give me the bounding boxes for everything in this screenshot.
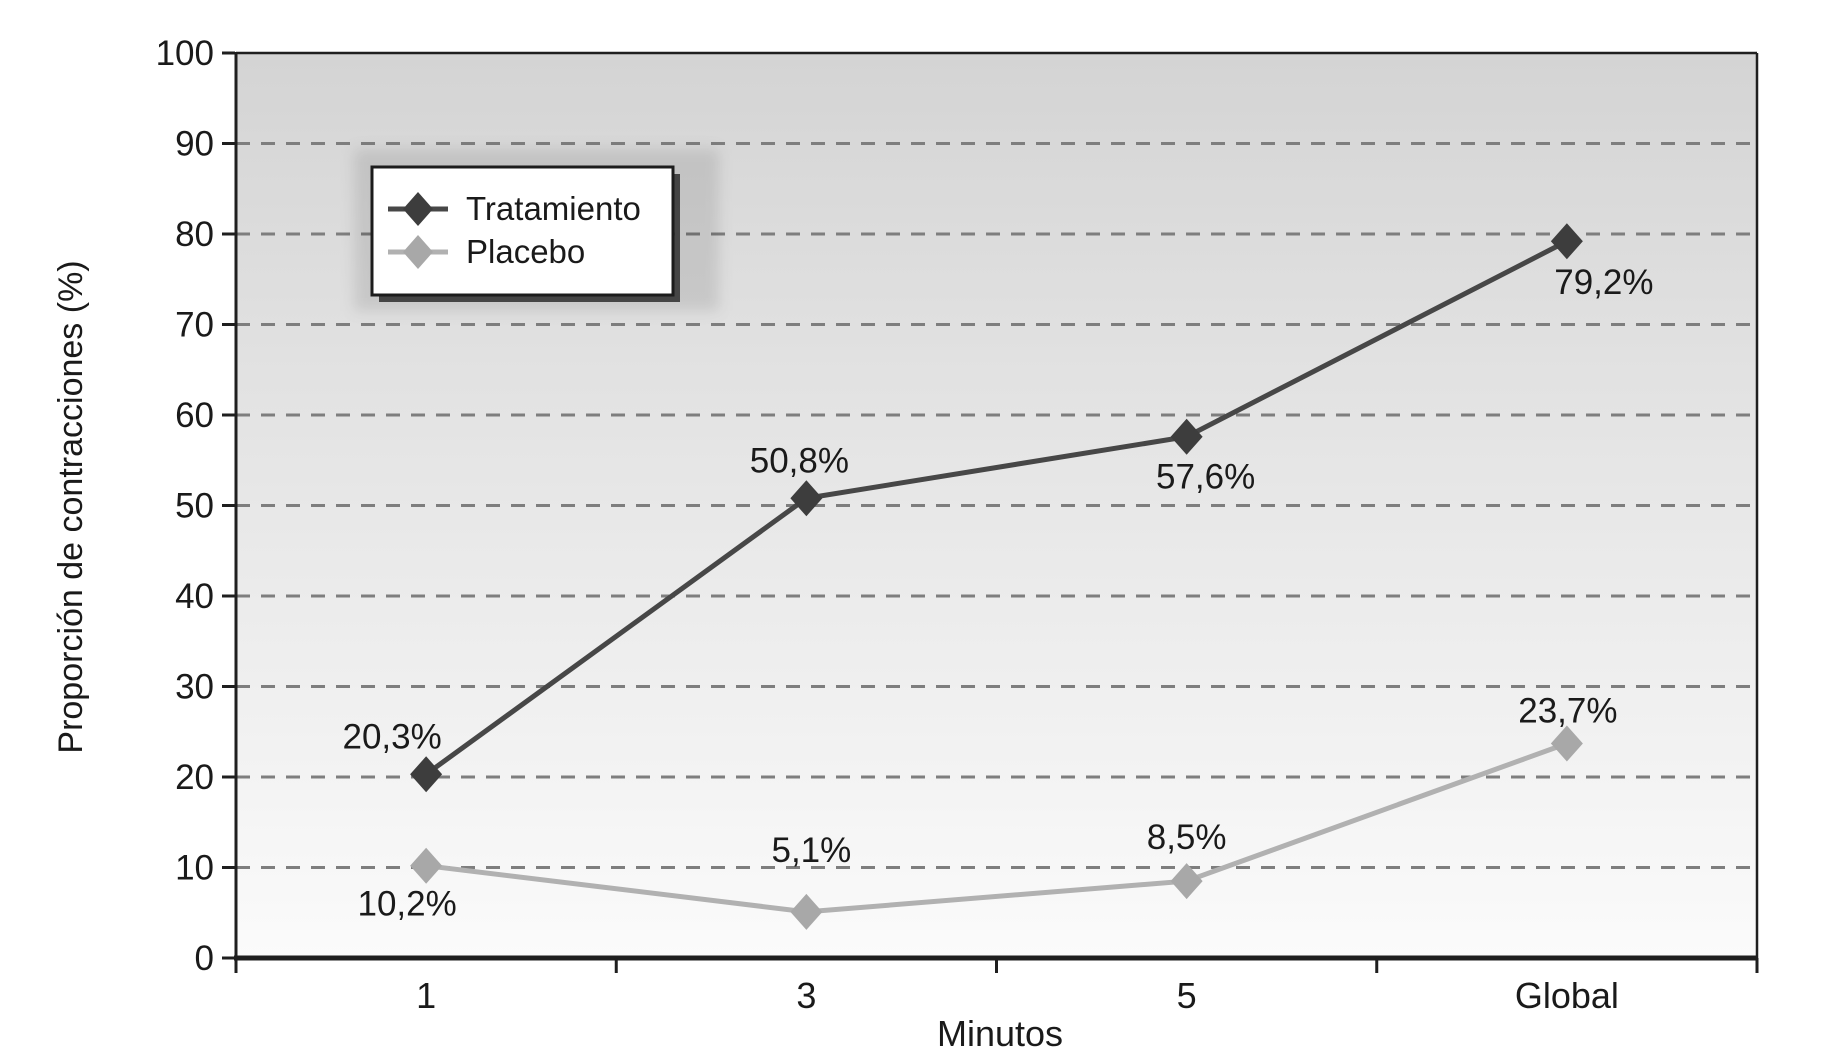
legend-box	[370, 165, 675, 297]
data-point-placebo	[1550, 725, 1583, 762]
legend-marker-tratamiento	[403, 192, 433, 226]
y-tick-label: 60	[175, 396, 214, 435]
legend-label-tratamiento: Tratamiento	[466, 190, 641, 227]
y-tick-label: 90	[175, 125, 214, 164]
data-label-placebo: 10,2%	[358, 885, 457, 924]
data-label-placebo: 8,5%	[1147, 818, 1227, 857]
legend: Tratamiento Placebo	[354, 149, 719, 311]
y-tick-label: 80	[175, 215, 214, 254]
y-tick-label: 40	[175, 577, 214, 616]
axis-ticks	[222, 51, 1759, 973]
data-point-tratamiento	[1170, 418, 1203, 455]
data-point-placebo	[790, 893, 823, 930]
y-tick-label: 20	[175, 758, 214, 797]
data-point-tratamiento	[790, 480, 823, 517]
y-tick-label: 50	[175, 487, 214, 526]
y-tick-label: 0	[195, 939, 214, 978]
data-label-placebo: 5,1%	[771, 831, 851, 870]
x-category-label: Global	[1515, 975, 1619, 1016]
data-point-tratamiento	[1550, 223, 1583, 260]
x-axis-title: Minutos	[937, 1013, 1063, 1054]
y-tick-label: 10	[175, 849, 214, 888]
data-point-placebo	[1170, 863, 1203, 900]
legend-label-placebo: Placebo	[466, 233, 585, 270]
data-label-tratamiento: 79,2%	[1554, 263, 1653, 302]
data-point-tratamiento	[410, 756, 443, 793]
data-series	[410, 223, 1583, 930]
data-point-placebo	[410, 847, 443, 884]
y-tick-label: 70	[175, 306, 214, 345]
x-category-label: 1	[416, 975, 436, 1016]
axis-tick-labels: 0 10 20 30 40 50 60 70 80 90 100 1 3 5 Global	[156, 34, 1619, 1016]
series-line-placebo	[425, 741, 1568, 915]
data-label-placebo: 23,7%	[1518, 692, 1617, 731]
y-tick-label: 30	[175, 668, 214, 707]
gridlines	[236, 142, 1757, 869]
y-axis-title: Proporción de contracciones (%)	[52, 260, 90, 753]
x-category-label: 5	[1177, 975, 1197, 1016]
data-labels: 20,3% 50,8% 57,6% 79,2% 10,2% 5,1% 8,5% 23,7%	[343, 263, 1654, 923]
x-category-label: 3	[796, 975, 816, 1016]
y-tick-label: 100	[156, 34, 214, 73]
legend-marker-placebo	[403, 235, 433, 269]
data-label-tratamiento: 57,6%	[1156, 458, 1255, 497]
data-label-tratamiento: 20,3%	[343, 717, 442, 756]
data-label-tratamiento: 50,8%	[750, 441, 849, 480]
series-line-tratamiento	[424, 239, 1569, 777]
